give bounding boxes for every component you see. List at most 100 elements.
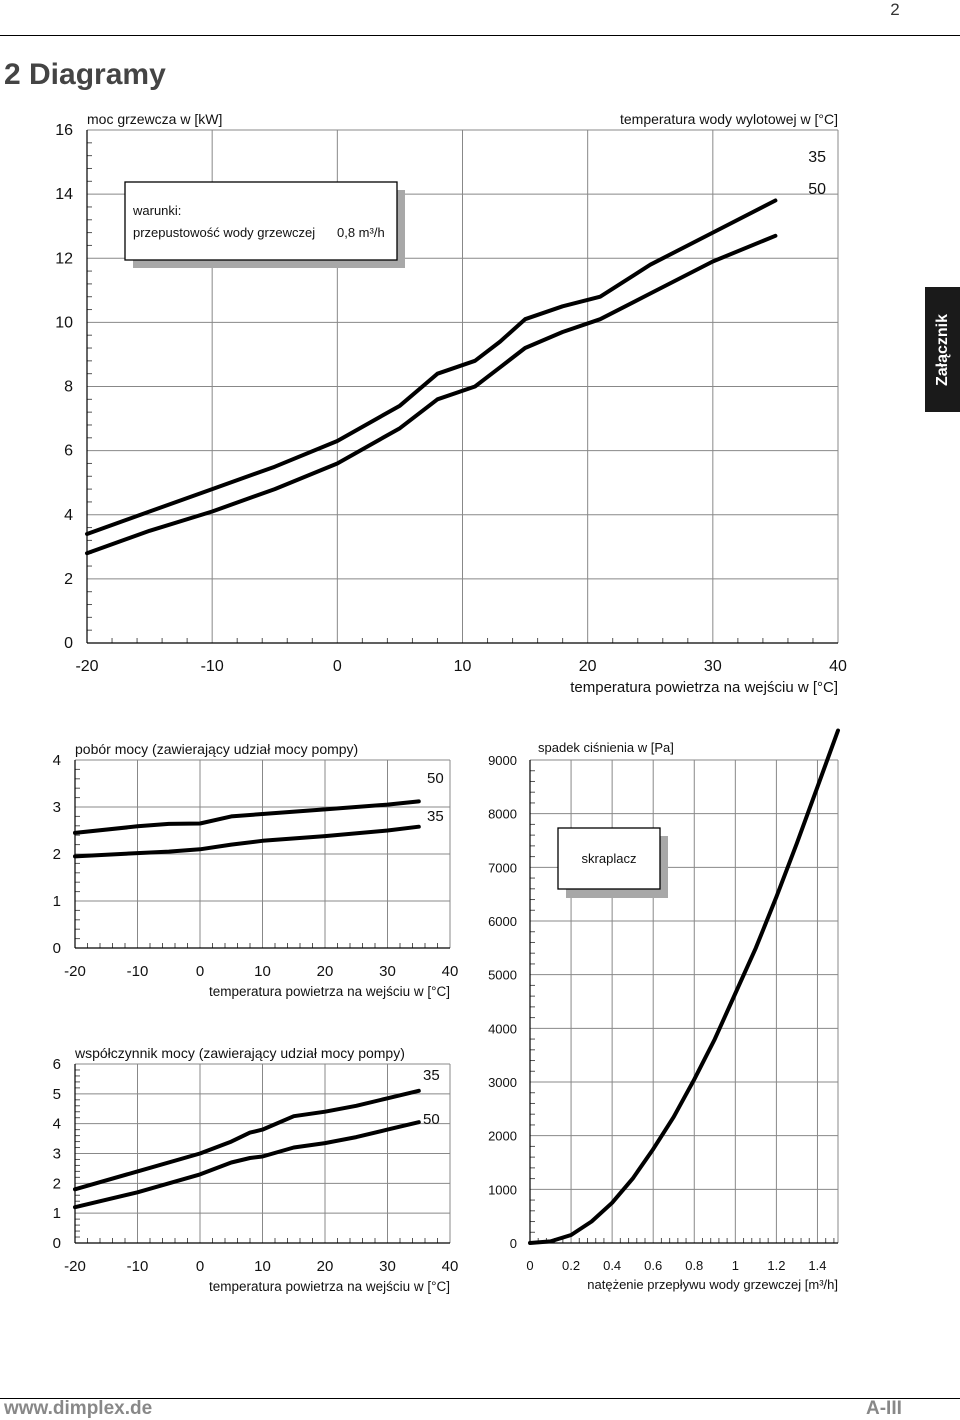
- series-line-35: [85, 198, 778, 536]
- condenser-box: [557, 827, 661, 890]
- series-label-50: 50: [423, 1111, 440, 1128]
- conditions-box: [124, 181, 398, 261]
- footer-url[interactable]: www.dimplex.de: [4, 1398, 153, 1419]
- y-tick-label: 12: [55, 250, 73, 267]
- x-tick-label: 10: [454, 658, 472, 675]
- legend-title: temperatura wody wylotowej w [°C]: [620, 111, 838, 127]
- x-tick-label: 30: [379, 1258, 396, 1275]
- y-tick-label: 9000: [488, 753, 517, 768]
- header-rule: [0, 35, 960, 36]
- y-tick-label: 0: [53, 940, 61, 957]
- x-axis-title: temperatura powietrza na wejściu w [°C]: [209, 984, 450, 999]
- footer-rule: [0, 1398, 960, 1399]
- series-line-skraplacz: [528, 728, 840, 1245]
- y-tick-label: 4000: [488, 1021, 517, 1036]
- y-axis-title: współczynnik mocy (zawierający udział mo…: [74, 1045, 405, 1061]
- series-line-50: [73, 1120, 421, 1210]
- x-tick-label: 0.8: [685, 1258, 703, 1273]
- y-tick-label: 0: [510, 1236, 517, 1251]
- y-tick-label: 8: [64, 379, 73, 396]
- y-tick-label: 10: [55, 314, 73, 331]
- x-tick-label: 40: [442, 1258, 459, 1275]
- x-tick-label: -10: [127, 1258, 149, 1275]
- y-tick-label: 2000: [488, 1129, 517, 1144]
- condenser-label: skraplacz: [582, 851, 637, 866]
- y-tick-label: 4: [64, 507, 73, 524]
- y-tick-label: 14: [55, 186, 73, 203]
- x-tick-label: 40: [829, 658, 847, 675]
- y-tick-label: 5000: [488, 968, 517, 983]
- y-tick-label: 3: [53, 799, 61, 816]
- y-tick-label: 4: [53, 1116, 61, 1133]
- x-tick-label: 20: [317, 1258, 334, 1275]
- y-tick-label: 2: [64, 571, 73, 588]
- chart-heating-capacity: 0 2 4 6 8 10 12 14 16 -20 -10 0 10 20 30 40 moc grzewcza…: [55, 111, 847, 696]
- y-tick-label: 3: [53, 1146, 61, 1163]
- y-tick-label: 2: [53, 1175, 61, 1192]
- y-tick-label: 2: [53, 846, 61, 863]
- y-tick-label: 6000: [488, 914, 517, 929]
- series-line-50: [85, 233, 778, 556]
- y-tick-label: 3000: [488, 1075, 517, 1090]
- legend-item-50: 50: [808, 181, 826, 198]
- x-tick-label: 30: [379, 963, 396, 980]
- x-tick-label: -10: [127, 963, 149, 980]
- x-tick-label: 10: [254, 1258, 271, 1275]
- x-tick-label: 20: [317, 963, 334, 980]
- x-tick-label: 0: [333, 658, 342, 675]
- y-tick-label: 6: [53, 1056, 61, 1073]
- x-tick-label: 1: [732, 1258, 739, 1273]
- series-line-35: [73, 824, 421, 859]
- conditions-value: 0,8 m³/h: [337, 225, 385, 240]
- section-title: 2 Diagramy: [4, 58, 166, 91]
- x-tick-label: 0: [526, 1258, 533, 1273]
- chart-cop: 0 1 2 3 4 5 6 -20 -10 0 10 20 30 40 współczynnik mocy …: [53, 1045, 459, 1294]
- x-tick-label: 0.2: [562, 1258, 580, 1273]
- x-tick-label: 1.2: [767, 1258, 785, 1273]
- x-tick-label: -20: [75, 658, 98, 675]
- series-line-35: [73, 1088, 421, 1192]
- conditions-label: przepustowość wody grzewczej: [133, 225, 315, 240]
- y-tick-label: 16: [55, 122, 73, 139]
- y-tick-label: 4: [53, 752, 61, 769]
- x-tick-label: 1.4: [808, 1258, 826, 1273]
- y-tick-label: 1000: [488, 1182, 517, 1197]
- x-axis-title: natężenie przepływu wody grzewczej [m³/h…: [587, 1277, 838, 1292]
- y-tick-label: 0: [64, 635, 73, 652]
- x-axis-title: temperatura powietrza na wejściu w [°C]: [570, 679, 838, 696]
- x-tick-label: -10: [201, 658, 224, 675]
- legend-item-35: 35: [808, 149, 826, 166]
- y-tick-label: 0: [53, 1235, 61, 1252]
- chart-power-consumption: 0 1 2 3 4 -20 -10 0 10 20 30 40 pobór mocy (zawieraj…: [53, 741, 459, 999]
- y-axis-title: pobór mocy (zawierający udział mocy pomp…: [75, 741, 358, 757]
- series-label-35: 35: [427, 808, 444, 825]
- conditions-title: warunki:: [132, 203, 181, 218]
- x-axis-title: temperatura powietrza na wejściu w [°C]: [209, 1279, 450, 1294]
- series-label-35: 35: [423, 1067, 440, 1084]
- series-label-50: 50: [427, 770, 444, 787]
- x-tick-label: 20: [579, 658, 597, 675]
- y-tick-label: 5: [53, 1086, 61, 1103]
- x-tick-label: 40: [442, 963, 459, 980]
- x-tick-label: 0.6: [644, 1258, 662, 1273]
- y-axis-title: moc grzewcza w [kW]: [87, 111, 222, 127]
- x-tick-label: -20: [64, 1258, 86, 1275]
- side-tab[interactable]: Załącznik: [925, 287, 960, 412]
- page-number: 2: [890, 0, 900, 19]
- x-tick-label: 0: [196, 1258, 204, 1275]
- x-tick-label: 0: [196, 963, 204, 980]
- y-tick-label: 6: [64, 443, 73, 460]
- footer-page-number: A-III: [866, 1398, 902, 1419]
- x-tick-label: 10: [254, 963, 271, 980]
- series-line-50: [73, 799, 421, 835]
- x-tick-label: 0.4: [603, 1258, 621, 1273]
- x-tick-label: -20: [64, 963, 86, 980]
- chart-pressure-drop: 0 1000 2000 3000 4000 5000 6000 7000 8000 9000 0 0.…: [488, 728, 840, 1292]
- y-axis-title: spadek ciśnienia w [Pa]: [538, 740, 674, 755]
- x-tick-label: 30: [704, 658, 722, 675]
- y-tick-label: 8000: [488, 807, 517, 822]
- y-tick-label: 7000: [488, 860, 517, 875]
- y-tick-label: 1: [53, 893, 61, 910]
- y-tick-label: 1: [53, 1205, 61, 1222]
